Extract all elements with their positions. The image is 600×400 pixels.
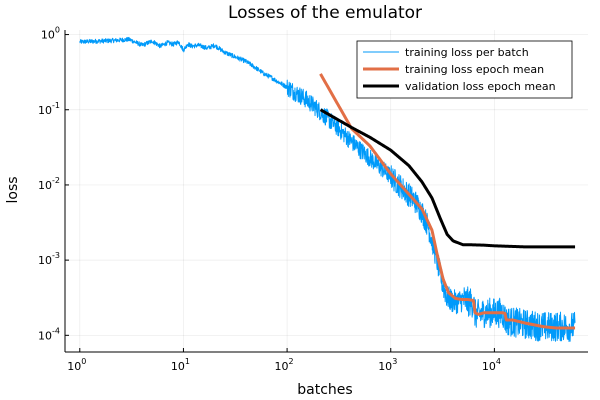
y-tick-label: 10-2	[38, 176, 60, 192]
x-axis-label: batches	[297, 382, 352, 398]
x-tick-label: 100	[67, 357, 86, 373]
axes-frame	[64, 30, 588, 353]
series-line-1	[79, 36, 576, 342]
y-axis-label: loss	[5, 176, 21, 203]
y-tick-label: 10-4	[38, 326, 60, 342]
x-tick-label: 102	[275, 357, 294, 373]
y-tick-label: 10-3	[38, 251, 60, 267]
legend-label: training loss per batch	[405, 46, 529, 59]
y-tick-label: 100	[41, 26, 60, 42]
series-line-2	[319, 73, 576, 330]
x-tick-label: 104	[482, 357, 501, 373]
legend: training loss per batch training loss epo…	[356, 40, 573, 99]
x-tick-label: 103	[378, 357, 397, 373]
chart-title: Losses of the emulator	[228, 3, 422, 23]
legend-label: validation loss epoch mean	[405, 80, 556, 93]
series	[79, 36, 576, 342]
ticks: 100 101 102 103 104 100 10-1 10-2 10-3 10-4	[38, 26, 501, 373]
y-tick-label: 10-1	[38, 101, 60, 117]
series-line-3	[319, 108, 576, 249]
x-tick-label: 101	[171, 357, 190, 373]
legend-label: training loss epoch mean	[405, 63, 544, 76]
